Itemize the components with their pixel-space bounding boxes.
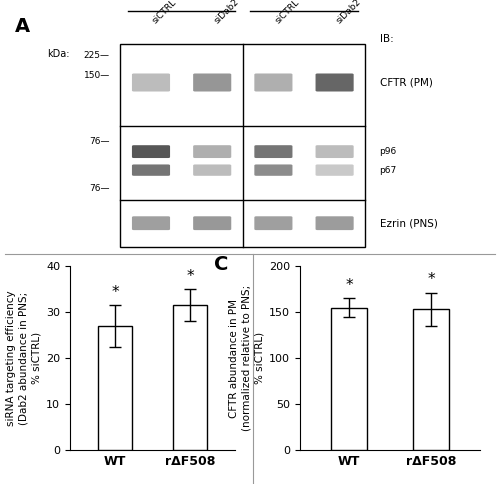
FancyBboxPatch shape: [316, 216, 354, 230]
Text: 76—: 76—: [90, 184, 110, 193]
Text: rΔF508: rΔF508: [284, 0, 324, 1]
Text: 150—: 150—: [84, 71, 110, 79]
Text: p96: p96: [380, 147, 397, 156]
Text: 225—: 225—: [84, 51, 110, 60]
FancyBboxPatch shape: [316, 74, 354, 91]
Text: *: *: [111, 285, 119, 300]
Text: Ezrin (PNS): Ezrin (PNS): [380, 218, 438, 228]
Text: CFTR (PM): CFTR (PM): [380, 77, 432, 88]
Text: *: *: [427, 272, 434, 287]
FancyBboxPatch shape: [132, 145, 170, 158]
Text: siCTRL: siCTRL: [151, 0, 178, 26]
FancyBboxPatch shape: [254, 165, 292, 176]
Text: *: *: [186, 269, 194, 284]
FancyBboxPatch shape: [193, 165, 232, 176]
Text: IB:: IB:: [380, 34, 394, 45]
FancyBboxPatch shape: [254, 216, 292, 230]
Text: kDa:: kDa:: [48, 49, 70, 59]
Text: 76—: 76—: [90, 137, 110, 146]
Bar: [330, 308, 368, 450]
Y-axis label: CFTR abundance in PM
(normalized relative to PNS;
% siCTRL): CFTR abundance in PM (normalized relativ…: [228, 285, 265, 431]
Text: siDab2: siDab2: [212, 0, 240, 26]
Text: C: C: [214, 255, 228, 274]
Bar: [173, 305, 207, 450]
Bar: [412, 309, 450, 450]
Bar: [98, 326, 132, 450]
Text: siDab2: siDab2: [334, 0, 363, 26]
FancyBboxPatch shape: [254, 145, 292, 158]
Text: p67: p67: [380, 166, 397, 175]
FancyBboxPatch shape: [120, 44, 365, 247]
Text: *: *: [346, 278, 353, 293]
FancyBboxPatch shape: [132, 74, 170, 91]
Text: WT: WT: [172, 0, 190, 1]
Text: A: A: [15, 17, 30, 36]
FancyBboxPatch shape: [193, 145, 232, 158]
FancyBboxPatch shape: [316, 165, 354, 176]
FancyBboxPatch shape: [193, 74, 232, 91]
FancyBboxPatch shape: [193, 216, 232, 230]
FancyBboxPatch shape: [254, 74, 292, 91]
FancyBboxPatch shape: [132, 216, 170, 230]
Y-axis label: siRNA targeting efficiency
(Dab2 abundance in PNS;
% siCTRL): siRNA targeting efficiency (Dab2 abundan…: [6, 290, 42, 426]
Text: siCTRL: siCTRL: [274, 0, 301, 26]
FancyBboxPatch shape: [132, 165, 170, 176]
FancyBboxPatch shape: [316, 145, 354, 158]
